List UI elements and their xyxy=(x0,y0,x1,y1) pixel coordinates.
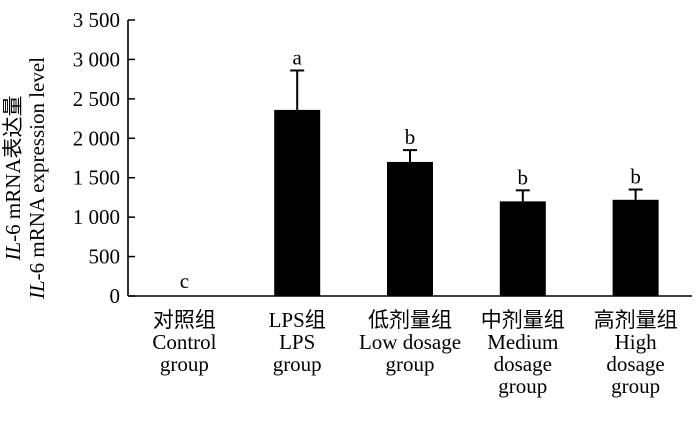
x-tick-label: 中剂量组 xyxy=(481,308,565,332)
significance-labels: c a b b b xyxy=(180,45,641,293)
x-tick-label: dosage xyxy=(494,352,552,376)
y-tick-label: 500 xyxy=(89,245,121,269)
y-tick-label: 2 000 xyxy=(73,126,120,150)
significance-label: b xyxy=(630,165,641,189)
y-tick-label: 0 xyxy=(110,284,121,308)
x-tick-label: High xyxy=(615,330,658,354)
x-tick-label: Control xyxy=(152,330,216,354)
x-tick-label: LPS xyxy=(279,330,315,354)
y-tick-label: 1 500 xyxy=(73,166,120,190)
significance-label: a xyxy=(293,45,303,69)
significance-label: c xyxy=(180,269,189,293)
y-ticks: 0 500 1 000 1 500 2 000 2 500 3 000 3 500 xyxy=(73,8,135,308)
error-bars xyxy=(290,69,643,202)
x-tick-label: 高剂量组 xyxy=(594,308,678,332)
x-tick-label: group xyxy=(386,352,435,376)
y-axis-label-line: IL-6 mRNA expression level xyxy=(25,57,49,300)
x-tick-label: Low dosage xyxy=(359,330,461,354)
significance-label: b xyxy=(405,125,416,149)
bar xyxy=(274,109,321,296)
x-tick-label: group xyxy=(498,374,547,398)
bar xyxy=(612,199,659,296)
x-tick-label: 低剂量组 xyxy=(368,308,452,332)
y-tick-label: 2 500 xyxy=(73,87,120,111)
x-tick-label: dosage xyxy=(606,352,664,376)
y-tick-label: 3 500 xyxy=(73,8,120,32)
x-tick-label: 对照组 xyxy=(153,308,216,332)
bars xyxy=(274,109,659,296)
x-tick-label: group xyxy=(611,374,660,398)
y-tick-label: 3 000 xyxy=(73,47,120,71)
bar xyxy=(387,161,433,296)
x-tick-label: group xyxy=(273,352,322,376)
bar xyxy=(499,201,546,296)
y-axis-label-line: IL-6 mRNA表达量 xyxy=(1,95,25,261)
significance-label: b xyxy=(518,165,529,189)
y-tick-label: 1 000 xyxy=(73,205,120,229)
x-tick-label: group xyxy=(160,352,209,376)
x-tick-label: LPS组 xyxy=(269,308,326,332)
x-tick-label: Medium xyxy=(487,330,558,354)
